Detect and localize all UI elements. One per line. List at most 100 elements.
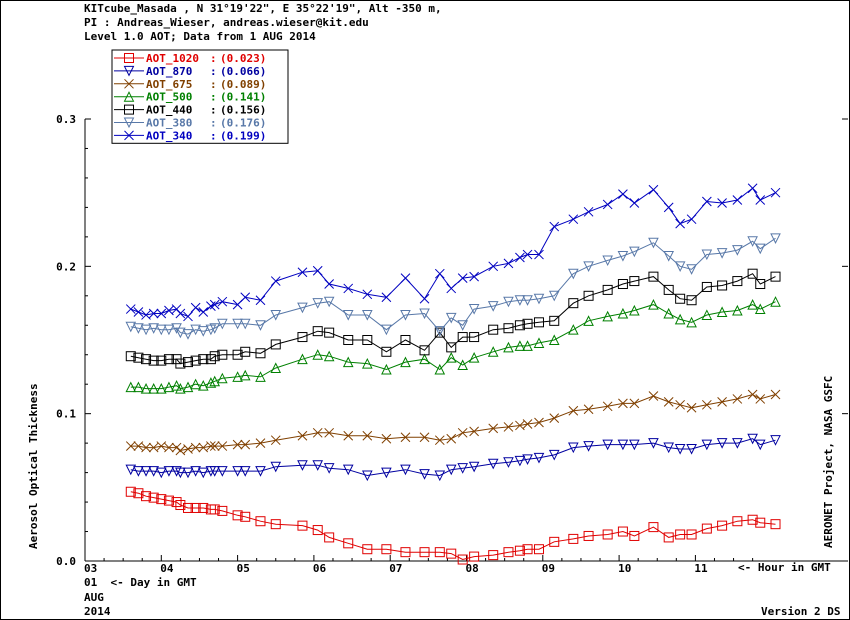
aot-870-point <box>468 461 480 473</box>
aot-440-point <box>747 268 758 279</box>
aot-675-point <box>148 442 159 453</box>
aot-870-point <box>754 439 766 451</box>
aot-870-point <box>629 439 640 451</box>
aot-1020-line <box>130 491 776 561</box>
aot-380-point <box>716 248 728 259</box>
aot-380-point <box>686 264 697 275</box>
aot-675-point <box>362 430 373 441</box>
aot-500-line <box>130 301 776 390</box>
legend-value-aot-1020: (0.023) <box>220 52 266 65</box>
aot-675-point <box>270 435 281 446</box>
aot-675-point <box>434 435 445 446</box>
aot-675-point <box>232 439 243 450</box>
aot-675-point <box>133 441 144 451</box>
aot-340-point <box>343 283 354 294</box>
aot-380-point <box>747 236 758 247</box>
legend-value-aot-380: (0.176) <box>220 117 266 130</box>
aot-440-point <box>675 293 686 304</box>
aot-500-point <box>686 316 697 328</box>
aot-870-point <box>648 438 659 449</box>
aot-500-point <box>732 304 743 316</box>
aot-440-point <box>163 354 174 365</box>
aot-870-point <box>270 461 282 473</box>
aot-870-point <box>533 452 545 464</box>
aot-440-point <box>503 323 514 334</box>
aot-1020-point <box>343 538 354 549</box>
aot-675-point <box>663 397 674 407</box>
aot-380-point <box>133 323 144 334</box>
aot-340-point <box>515 252 525 263</box>
aot-675-point <box>198 442 209 453</box>
aot-440-point <box>324 327 335 338</box>
aot-1020-point <box>255 516 266 527</box>
aot-1020-point <box>324 532 335 543</box>
aot-1020-point <box>617 526 628 537</box>
aot-440-point <box>343 335 354 345</box>
aeronet-credit-label: AERONET Project, NASA GSFC <box>822 375 835 548</box>
aot-340-point <box>648 184 659 195</box>
aot-675-point <box>457 427 468 438</box>
aot-340-point <box>164 305 174 316</box>
aot-440-point <box>434 327 445 338</box>
aot-380-point <box>514 295 526 306</box>
aot-500-point <box>270 362 282 373</box>
aot-1020-point <box>469 551 480 562</box>
aot-380-point <box>270 309 282 321</box>
aot-1020-point <box>190 502 201 513</box>
aot-440-point <box>148 355 159 366</box>
version-label: Version 2 DS <box>761 605 841 618</box>
aot-440-point <box>522 318 533 329</box>
aot-440-point <box>629 276 640 287</box>
aot-440-point <box>419 345 430 356</box>
aot-1020-point <box>297 520 308 531</box>
aot-380-point <box>583 261 594 272</box>
aot-1020-point <box>675 529 686 540</box>
aot-340-point <box>209 299 220 310</box>
aot-675-point <box>125 441 136 451</box>
aot-870-point <box>445 464 457 476</box>
aot-1020-point <box>312 525 323 536</box>
aot-870-point <box>133 466 144 477</box>
aot-440-point <box>240 346 251 357</box>
legend-colon-aot-500: : <box>210 91 217 104</box>
aot-1020-point <box>156 494 167 505</box>
aot-675-point <box>343 430 354 441</box>
aot-500-point <box>602 310 613 322</box>
aot-870-point <box>297 460 308 471</box>
aot-440-point <box>549 315 560 326</box>
aot-340-point <box>446 283 457 294</box>
aot-870-point <box>232 466 243 477</box>
aot-340-point <box>602 199 613 210</box>
aot-870-point <box>400 464 411 476</box>
aot-340-point <box>747 183 758 194</box>
aot-340-point <box>488 261 499 272</box>
aot-440-point <box>770 271 781 282</box>
aot-380-point <box>140 324 152 336</box>
aot-340-point <box>206 301 216 311</box>
aot-500-point <box>182 381 194 393</box>
aot-675-point <box>171 442 182 453</box>
aot-340-point <box>217 296 228 307</box>
x-tick-label: 08 <box>466 562 479 575</box>
aot-500-point <box>629 304 640 316</box>
aot-380-point <box>148 323 159 334</box>
month-label: AUG <box>84 591 104 604</box>
aot-500-point <box>217 372 228 384</box>
aot-675-point <box>400 432 411 443</box>
aot-1020-point <box>648 522 659 533</box>
aot-870-point <box>770 435 781 446</box>
legend-name-aot-500: AOT_500 <box>146 91 192 104</box>
aot-870-point <box>732 438 743 449</box>
legend-value-aot-340: (0.199) <box>220 129 266 142</box>
aot-1020-point <box>488 550 499 561</box>
aot-340-point <box>198 307 209 317</box>
aot-870-point <box>514 455 526 467</box>
aot-340-point <box>701 196 712 207</box>
aot-380-point <box>182 329 194 340</box>
aot-340-point <box>324 279 335 289</box>
aot-340-point <box>141 310 151 320</box>
aot-500-point <box>312 349 324 360</box>
aot-500-point <box>125 381 137 393</box>
aot-380-point <box>701 249 713 261</box>
aot-1020-point <box>533 544 544 555</box>
